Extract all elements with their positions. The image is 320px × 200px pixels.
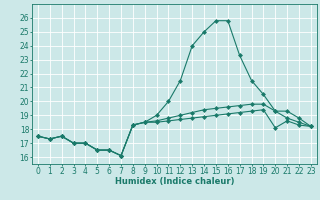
- X-axis label: Humidex (Indice chaleur): Humidex (Indice chaleur): [115, 177, 234, 186]
